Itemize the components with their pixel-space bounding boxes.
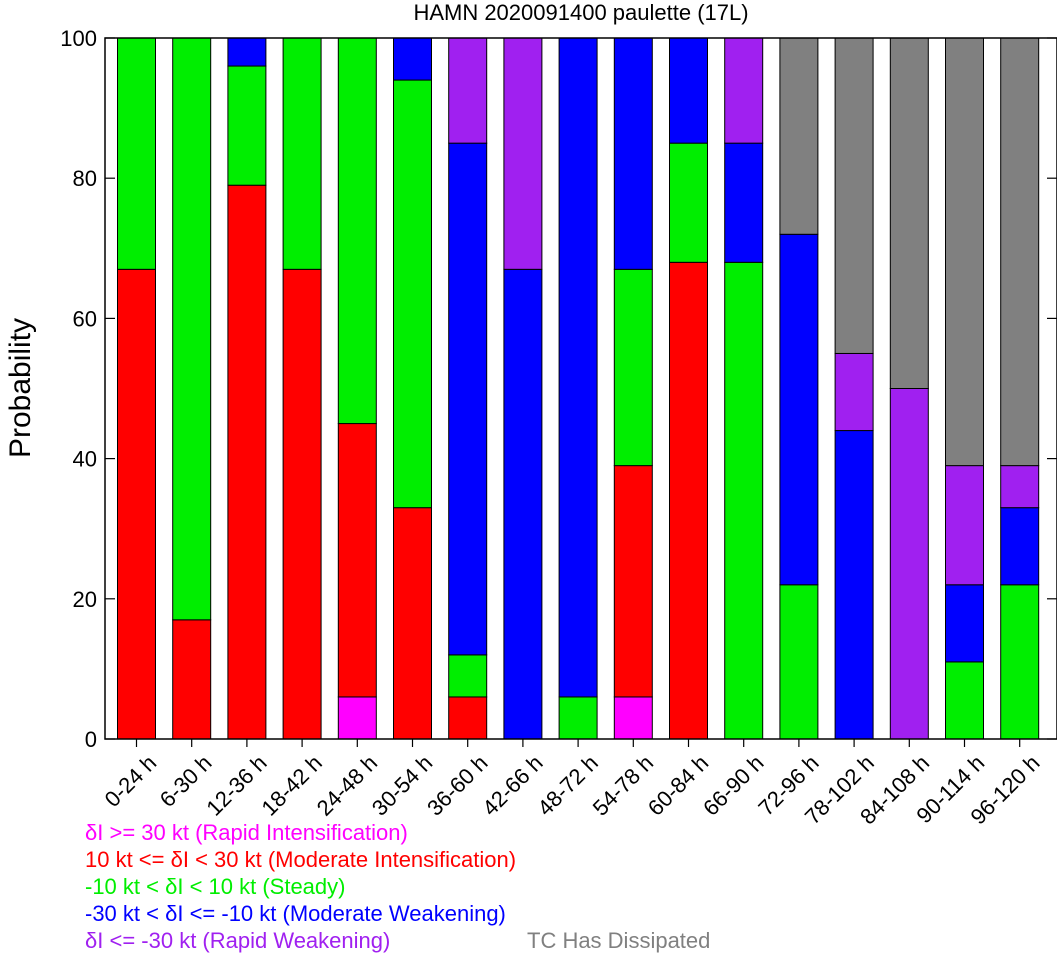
x-tick-label-4: 24-48 h [312, 750, 382, 820]
bar-segment-12-2 [779, 584, 819, 740]
bar-segment-13-3 [834, 430, 874, 740]
bar-segment-4-2 [337, 37, 377, 425]
y-tick-label-100: 100 [60, 26, 97, 51]
bar-segment-0-2 [117, 37, 156, 270]
bar-segment-6-4 [448, 37, 488, 144]
legend-entry-rapid-intensification: δI >= 30 kt (Rapid Intensification) [85, 820, 408, 845]
bars-group [117, 37, 1040, 740]
bar-segment-15-3 [945, 584, 984, 663]
y-axis-ticks: 0 20 40 60 80 100 [60, 26, 1057, 752]
bar-segment-15-4 [945, 465, 984, 586]
bar-segment-12-5 [779, 37, 819, 235]
plot-frame [104, 37, 1057, 740]
bar-segment-3-1 [282, 268, 322, 740]
bar-segment-6-1 [448, 696, 488, 740]
bar-segment-16-3 [1000, 507, 1040, 586]
legend-entry-rapid-weakening: δI <= -30 kt (Rapid Weakening) [85, 928, 391, 953]
legend-entry-dissipated: TC Has Dissipated [527, 928, 711, 953]
bar-segment-9-2 [613, 268, 653, 467]
bar-segment-2-1 [227, 184, 267, 740]
bar-segment-13-4 [834, 352, 874, 432]
x-axis-ticks: 0-24 h6-30 h12-36 h18-42 h24-48 h30-54 h… [100, 739, 1045, 829]
bar-segment-4-0 [337, 696, 377, 740]
bar-segment-9-0 [613, 696, 653, 740]
bar-segment-16-4 [1000, 465, 1040, 509]
bar-segment-7-4 [503, 37, 543, 270]
bar-segment-7-3 [503, 268, 543, 740]
bar-segment-12-3 [779, 233, 819, 586]
bar-segment-2-2 [227, 65, 267, 186]
bar-segment-14-5 [889, 37, 929, 389]
bar-segment-10-3 [669, 37, 708, 144]
bar-segment-15-2 [945, 661, 984, 740]
bar-segment-3-2 [282, 37, 322, 270]
bar-segment-5-3 [393, 37, 432, 81]
x-tick-label-2: 12-36 h [201, 750, 271, 820]
bar-segment-5-2 [393, 79, 432, 509]
legend-entry-moderate-weakening: -30 kt < δI <= -10 kt (Moderate Weakenin… [85, 901, 506, 926]
bar-segment-11-3 [724, 142, 764, 263]
bar-segment-9-1 [613, 465, 653, 698]
bar-segment-4-1 [337, 423, 377, 698]
x-tick-label-3: 18-42 h [257, 750, 327, 820]
bar-segment-16-2 [1000, 584, 1040, 740]
bar-segment-16-5 [1000, 37, 1040, 467]
y-tick-label-0: 0 [85, 727, 97, 752]
bar-segment-11-2 [724, 261, 764, 740]
y-tick-label-20: 20 [73, 587, 97, 612]
legend-entry-steady: -10 kt < δI < 10 kt (Steady) [85, 874, 346, 899]
x-tick-label-10: 60-84 h [643, 750, 713, 820]
legend-entry-moderate-intensification: 10 kt <= δI < 30 kt (Moderate Intensific… [85, 847, 517, 872]
x-tick-label-5: 30-54 h [367, 750, 437, 820]
bar-segment-10-1 [669, 261, 708, 740]
y-tick-label-60: 60 [73, 306, 97, 331]
x-tick-label-6: 36-60 h [422, 750, 492, 820]
y-tick-label-80: 80 [73, 166, 97, 191]
bar-segment-6-3 [448, 142, 488, 656]
bar-segment-1-2 [172, 37, 212, 621]
bar-segment-11-4 [724, 37, 764, 144]
bar-segment-9-3 [613, 37, 653, 270]
bar-segment-13-5 [834, 37, 874, 354]
bar-segment-8-2 [558, 696, 598, 740]
bar-segment-6-2 [448, 654, 488, 698]
chart-title: HAMN 2020091400 paulette (17L) [413, 0, 748, 25]
bar-segment-14-4 [889, 388, 929, 740]
x-tick-label-7: 42-66 h [477, 750, 547, 820]
bar-segment-10-2 [669, 142, 708, 263]
bar-segment-1-1 [172, 619, 212, 740]
x-tick-label-8: 48-72 h [533, 750, 603, 820]
bar-segment-8-3 [558, 37, 598, 698]
x-tick-label-9: 54-78 h [588, 750, 658, 820]
x-tick-label-11: 66-90 h [698, 750, 768, 820]
bar-segment-0-1 [117, 268, 156, 740]
bar-segment-15-5 [945, 37, 984, 467]
x-tick-label-0: 0-24 h [100, 750, 162, 812]
y-axis-label: Probability [4, 318, 37, 458]
y-tick-label-40: 40 [73, 447, 97, 472]
bar-segment-5-1 [393, 507, 432, 740]
bar-segment-2-3 [227, 37, 267, 67]
